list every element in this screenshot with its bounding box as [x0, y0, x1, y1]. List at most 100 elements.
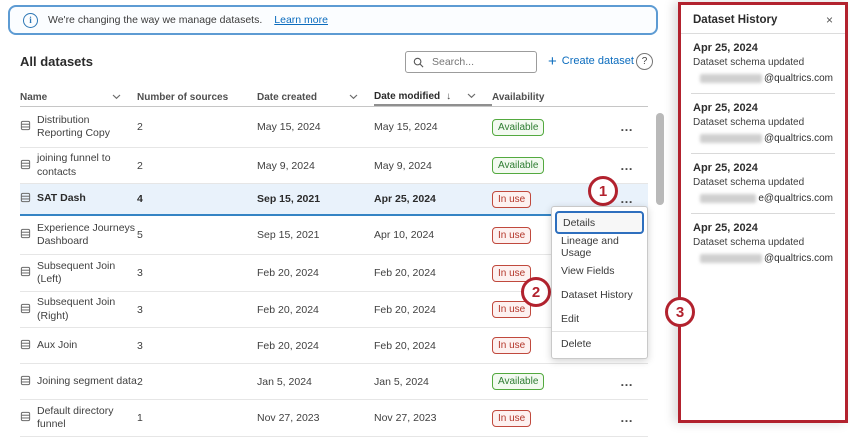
dataset-name-cell: Aux Join: [20, 339, 137, 353]
dataset-name: Subsequent Join (Right): [37, 296, 116, 322]
dataset-name-cell: Default directory funnel: [20, 405, 137, 431]
date-modified: Jan 5, 2024: [374, 375, 429, 388]
entry-action: Dataset schema updated: [693, 177, 805, 188]
redacted-email-blur: [700, 134, 762, 143]
dataset-icon: [20, 303, 31, 317]
dataset-name: SAT Dash: [37, 192, 86, 205]
email-domain: @qualtrics.com: [763, 253, 833, 264]
menu-item-details[interactable]: Details: [555, 211, 644, 234]
status-badge: In use: [492, 190, 532, 208]
status-badge: In use: [492, 301, 532, 318]
sources-count: 1: [137, 412, 143, 424]
column-header[interactable]: Date created: [257, 88, 374, 106]
date-created: Sep 15, 2021: [257, 229, 320, 241]
panel-header-divider: [681, 33, 845, 34]
dataset-name-cell: SAT Dash: [20, 192, 137, 206]
table-row[interactable]: Subsequent Join (Right) 3 Feb 20, 2024 Feb …: [20, 292, 648, 328]
date-modified: May 15, 2024: [374, 121, 438, 133]
date-created: Feb 20, 2024: [257, 303, 319, 316]
redacted-email-blur: [700, 74, 762, 83]
sources-count: 3: [137, 339, 143, 352]
dataset-name: Joining segment data: [37, 374, 137, 387]
vertical-scrollbar-thumb[interactable]: [656, 113, 664, 205]
dataset-name: Aux Join: [37, 338, 78, 351]
row-context-menu: Details Lineage and Usage View Fields Datas…: [551, 206, 648, 359]
availability-cell: In use: [492, 337, 568, 354]
column-header[interactable]: Availability: [492, 88, 568, 106]
date-created: Feb 20, 2024: [257, 339, 319, 352]
date-modified: Feb 20, 2024: [374, 303, 436, 316]
dataset-icon: [20, 375, 31, 389]
search-input[interactable]: [430, 55, 524, 69]
entry-date: Apr 25, 2024: [693, 102, 758, 114]
table-row[interactable]: Experience Journeys Dashboard 5 Sep 15, 20…: [20, 216, 648, 255]
sources-count: 3: [137, 267, 143, 279]
date-created: Nov 27, 2023: [257, 412, 320, 424]
info-icon: i: [23, 12, 38, 28]
entry-divider: [691, 213, 835, 214]
column-header[interactable]: Number of sources: [137, 88, 257, 106]
status-badge: In use: [492, 264, 532, 282]
entry-date: Apr 25, 2024: [693, 162, 758, 174]
dataset-icon: [20, 120, 31, 134]
table-row[interactable]: Joining segment data 2 Jan 5, 2024 Jan 5, 2…: [20, 364, 648, 400]
entry-divider: [691, 93, 835, 94]
table-row[interactable]: Default directory funnel 1 Nov 27, 2023 Nov…: [20, 400, 648, 437]
date-created: Sep 15, 2021: [257, 193, 321, 205]
redacted-email-blur: [700, 194, 757, 203]
menu-item-lineage-and-usage[interactable]: Lineage and Usage: [561, 235, 619, 259]
column-header[interactable]: Date modified ↓: [374, 88, 492, 106]
entry-action: Dataset schema updated: [693, 237, 805, 248]
history-entries: Apr 25, 2024 Dataset schema updated @qualt…: [681, 34, 845, 273]
dataset-history-panel: Dataset History × Apr 25, 2024 Dataset sc…: [678, 2, 848, 423]
dataset-icon: [20, 411, 31, 425]
more-options-button[interactable]: …: [620, 157, 634, 173]
more-options-button[interactable]: …: [620, 373, 634, 389]
chevron-down-icon[interactable]: [112, 92, 121, 103]
menu-item-delete[interactable]: Delete: [552, 331, 647, 355]
menu-item-view-fields[interactable]: View Fields: [561, 265, 615, 277]
dataset-icon: [20, 159, 31, 173]
dataset-name-cell: Subsequent Join (Left): [20, 260, 137, 286]
history-entry: Apr 25, 2024 Dataset schema updated @qualt…: [681, 34, 845, 93]
more-options-button[interactable]: …: [620, 410, 634, 425]
search-box[interactable]: [405, 51, 537, 73]
annotation-callout-1: 1: [588, 176, 618, 206]
more-options-button[interactable]: …: [620, 191, 634, 206]
help-button[interactable]: ?: [636, 53, 653, 70]
chevron-down-icon[interactable]: [349, 92, 358, 103]
table-body: Distribution Reporting Copy 2 May 15, 2024…: [20, 107, 648, 437]
status-badge: Available: [492, 157, 545, 174]
column-header[interactable]: Name: [20, 88, 137, 106]
question-mark-icon: ?: [641, 56, 648, 67]
email-domain: @qualtrics.com: [763, 133, 833, 144]
table-row[interactable]: Distribution Reporting Copy 2 May 15, 2024…: [20, 107, 648, 148]
date-modified: Apr 10, 2024: [374, 229, 435, 241]
table-row[interactable]: SAT Dash 4 Sep 15, 2021 Apr 25, 2024 In use…: [20, 184, 648, 216]
sources-count: 2: [137, 375, 143, 388]
availability-cell: Available: [492, 118, 568, 136]
menu-item-edit[interactable]: Edit: [561, 313, 580, 325]
dataset-name: Default directory funnel: [37, 404, 114, 430]
availability-cell: In use: [492, 301, 568, 318]
close-icon[interactable]: ×: [825, 13, 833, 27]
date-created: Jan 5, 2024: [257, 375, 312, 388]
learn-more-link[interactable]: Learn more: [274, 14, 328, 26]
create-dataset-button[interactable]: + Create dataset: [548, 54, 634, 69]
column-header-label: Number of sources: [137, 91, 229, 103]
availability-cell: Available: [492, 373, 568, 390]
dataset-name-cell: Distribution Reporting Copy: [20, 114, 137, 140]
column-header-label-group: Name: [20, 92, 47, 103]
availability-cell: In use: [492, 264, 568, 282]
column-header-label-group: Availability: [492, 92, 544, 103]
more-options-button[interactable]: …: [620, 119, 634, 134]
menu-item-dataset-history[interactable]: Dataset History: [561, 289, 633, 301]
actions-column-header: [568, 88, 648, 106]
sources-count: 2: [137, 159, 143, 172]
sources-count: 4: [137, 193, 143, 205]
dataset-icon: [20, 228, 31, 242]
table-row[interactable]: joining funnel to contacts 2 May 9, 2024 Ma…: [20, 148, 648, 184]
chevron-down-icon[interactable]: [467, 91, 476, 102]
dataset-icon: [20, 339, 31, 353]
